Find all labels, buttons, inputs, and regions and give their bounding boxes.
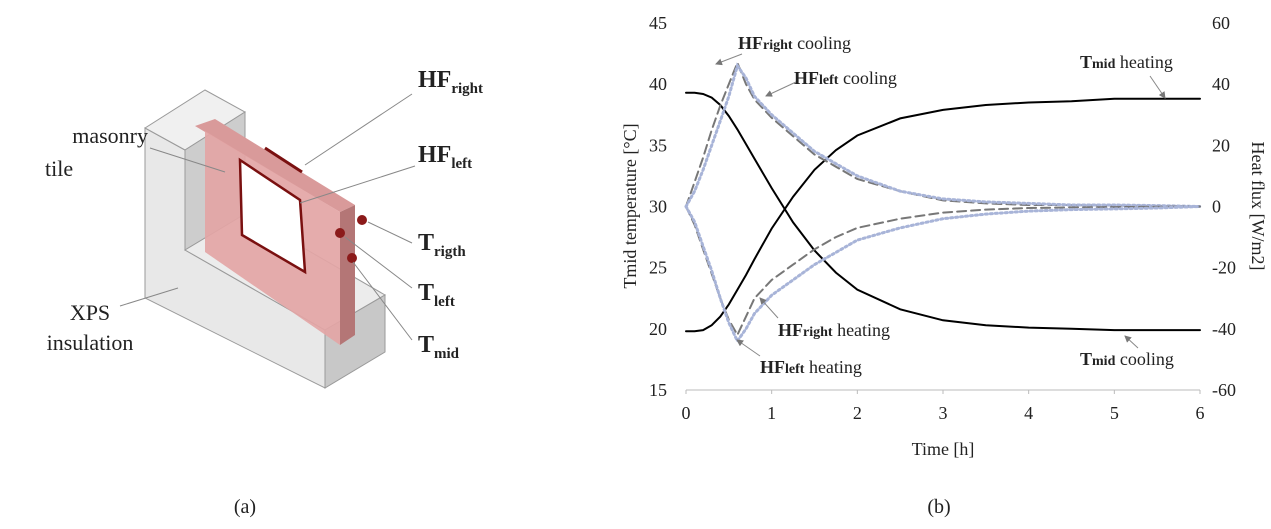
y2-tick-label: 0 [1212,197,1221,217]
series-line [685,91,1201,332]
annotation-main: HF [778,320,803,340]
annotation: Tmid cooling [1080,349,1174,369]
x-tick-label: 3 [939,403,948,423]
x-tick-label: 4 [1024,403,1033,423]
annotation-sub: right [803,325,833,340]
label-sub: left [451,156,472,172]
x-tick-label: 6 [1196,403,1205,423]
label-main: HF [418,67,451,93]
tile-edge [340,205,355,345]
annotation-rest: cooling [838,68,897,88]
y-tick-label: 30 [649,197,667,217]
x-tick-label: 1 [767,403,776,423]
annotation-main: HF [794,68,819,88]
annotation-sub: left [819,73,839,88]
annotation-sub: mid [1092,57,1116,72]
y2-tick-label: 40 [1212,74,1230,94]
annotation-main: HF [760,357,785,377]
leader [352,261,413,341]
sensor-label: Trigth [418,230,466,260]
x-tick-label: 5 [1110,403,1119,423]
annotation-rest: heating [833,320,890,340]
annotation: HFleft cooling [794,68,897,88]
sensor-dot [357,215,367,225]
plot: 0 1 2 3 4 5 615202530354045-60-40-200204060HFr… [649,13,1236,423]
annotation: HFright heating [778,320,890,340]
diagram: masonry tile XPS insulation HFright HFle… [45,67,483,389]
y-axis-title: Tmid temperature [°C] [620,123,640,288]
label-main: T [418,280,434,306]
label-main: T [418,230,434,256]
annotation-arrow [765,81,797,97]
annotation-rest: heating [1115,52,1172,72]
sensor-dot [347,253,357,263]
leader [119,287,179,307]
annotation-arrow [1149,75,1166,99]
annotation: HFright cooling [738,33,851,53]
xps-base-front [324,294,386,389]
annotation-arrow [715,53,743,66]
y2-axis-title: Heat flux [W/m2] [1248,142,1268,271]
leader [367,221,413,244]
annotation: HFleft heating [760,357,862,377]
series-line [685,205,1201,338]
sensor-dot [335,228,345,238]
y2-tick-label: 60 [1212,13,1230,33]
sensor-label: Tmid [418,332,460,362]
y-tick-label: 15 [649,380,667,400]
diagram-label: masonry [72,123,148,148]
label-main: T [418,332,434,358]
y-tick-label: 40 [649,74,667,94]
annotation-arrow [736,339,761,357]
sensor-label: HFright [418,67,483,97]
y-tick-label: 45 [649,13,667,33]
annotation-arrow [759,297,779,319]
sensor-label: HFleft [418,142,472,172]
leader [304,93,413,166]
annotation-rest: heating [804,357,861,377]
sensor-label: Tleft [418,280,455,310]
tile-window [238,157,307,275]
label-sub: left [434,294,455,310]
leader [149,147,226,173]
y2-tick-label: 20 [1212,135,1230,155]
label-sub: mid [434,346,460,362]
annotation-arrow [1124,335,1139,349]
label-sub: rigth [434,244,466,260]
y2-tick-label: -20 [1212,258,1236,278]
panel-label: (b) [927,496,950,518]
y-tick-label: 35 [649,135,667,155]
tile-top [195,119,355,212]
diagram-label: XPS [70,300,110,325]
annotation-sub: left [785,362,805,377]
y-tick-label: 20 [649,319,667,339]
annotation-sub: mid [1092,354,1116,369]
leader [344,236,413,289]
panel-label: (a) [234,496,256,518]
y2-tick-label: -60 [1212,380,1236,400]
annotation: Tmid heating [1080,52,1173,72]
diagram-label: tile [45,156,73,181]
x-tick-label: 0 [682,403,691,423]
series-line [684,205,1202,345]
series-line [685,97,1201,333]
annotation-rest: cooling [793,33,852,53]
diagram-label: insulation [47,330,134,355]
series-line [685,60,1201,208]
annotation-sub: right [763,38,793,53]
label-main: HF [418,142,451,168]
y2-tick-label: -40 [1212,319,1236,339]
series-line [684,62,1202,208]
annotation-rest: cooling [1115,349,1174,369]
annotation-main: T [1080,52,1092,72]
label-sub: right [451,81,483,97]
annotation-main: HF [738,33,763,53]
x-axis-title: Time [h] [912,439,975,459]
y-tick-label: 25 [649,258,667,278]
x-tick-label: 2 [853,403,862,423]
annotation-main: T [1080,349,1092,369]
heat-flux-sensor [264,146,303,174]
leader [299,165,416,204]
